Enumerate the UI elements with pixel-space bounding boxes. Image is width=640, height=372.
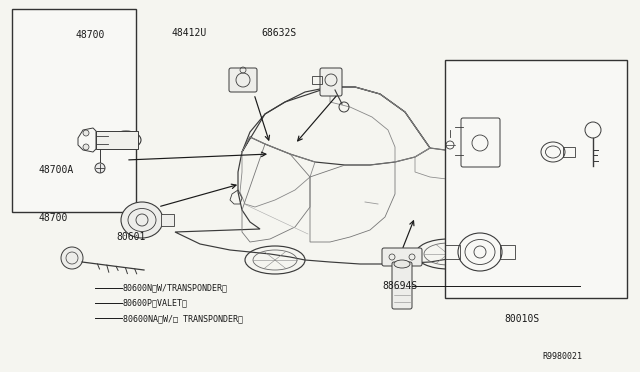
Circle shape xyxy=(83,144,89,150)
FancyBboxPatch shape xyxy=(320,68,342,96)
FancyBboxPatch shape xyxy=(229,68,257,92)
Ellipse shape xyxy=(394,260,410,268)
Circle shape xyxy=(95,163,105,173)
Bar xyxy=(161,214,174,226)
Bar xyxy=(445,60,627,298)
Bar xyxy=(312,76,322,84)
Text: 80010S: 80010S xyxy=(504,314,540,324)
Bar xyxy=(12,9,136,212)
Text: 88694S: 88694S xyxy=(383,281,418,291)
Text: 68632S: 68632S xyxy=(261,28,296,38)
Ellipse shape xyxy=(121,202,163,238)
FancyBboxPatch shape xyxy=(382,248,422,266)
Circle shape xyxy=(83,130,89,136)
Bar xyxy=(96,131,138,149)
Bar xyxy=(500,245,515,259)
Text: 48700: 48700 xyxy=(38,213,68,222)
Text: R9980021: R9980021 xyxy=(543,352,583,361)
FancyBboxPatch shape xyxy=(392,262,412,309)
Text: 80601: 80601 xyxy=(116,232,146,241)
Text: 48700A: 48700A xyxy=(38,166,74,175)
Text: 48700: 48700 xyxy=(76,31,105,40)
Text: 80600P〈VALET〉: 80600P〈VALET〉 xyxy=(123,299,188,308)
Bar xyxy=(563,147,575,157)
Text: 48412U: 48412U xyxy=(172,28,207,38)
Circle shape xyxy=(61,247,83,269)
Text: 80600NA〈W/□ TRANSPONDER〉: 80600NA〈W/□ TRANSPONDER〉 xyxy=(123,314,243,323)
Bar xyxy=(445,245,460,259)
Text: 80600N〈W/TRANSPONDER〉: 80600N〈W/TRANSPONDER〉 xyxy=(123,283,228,292)
